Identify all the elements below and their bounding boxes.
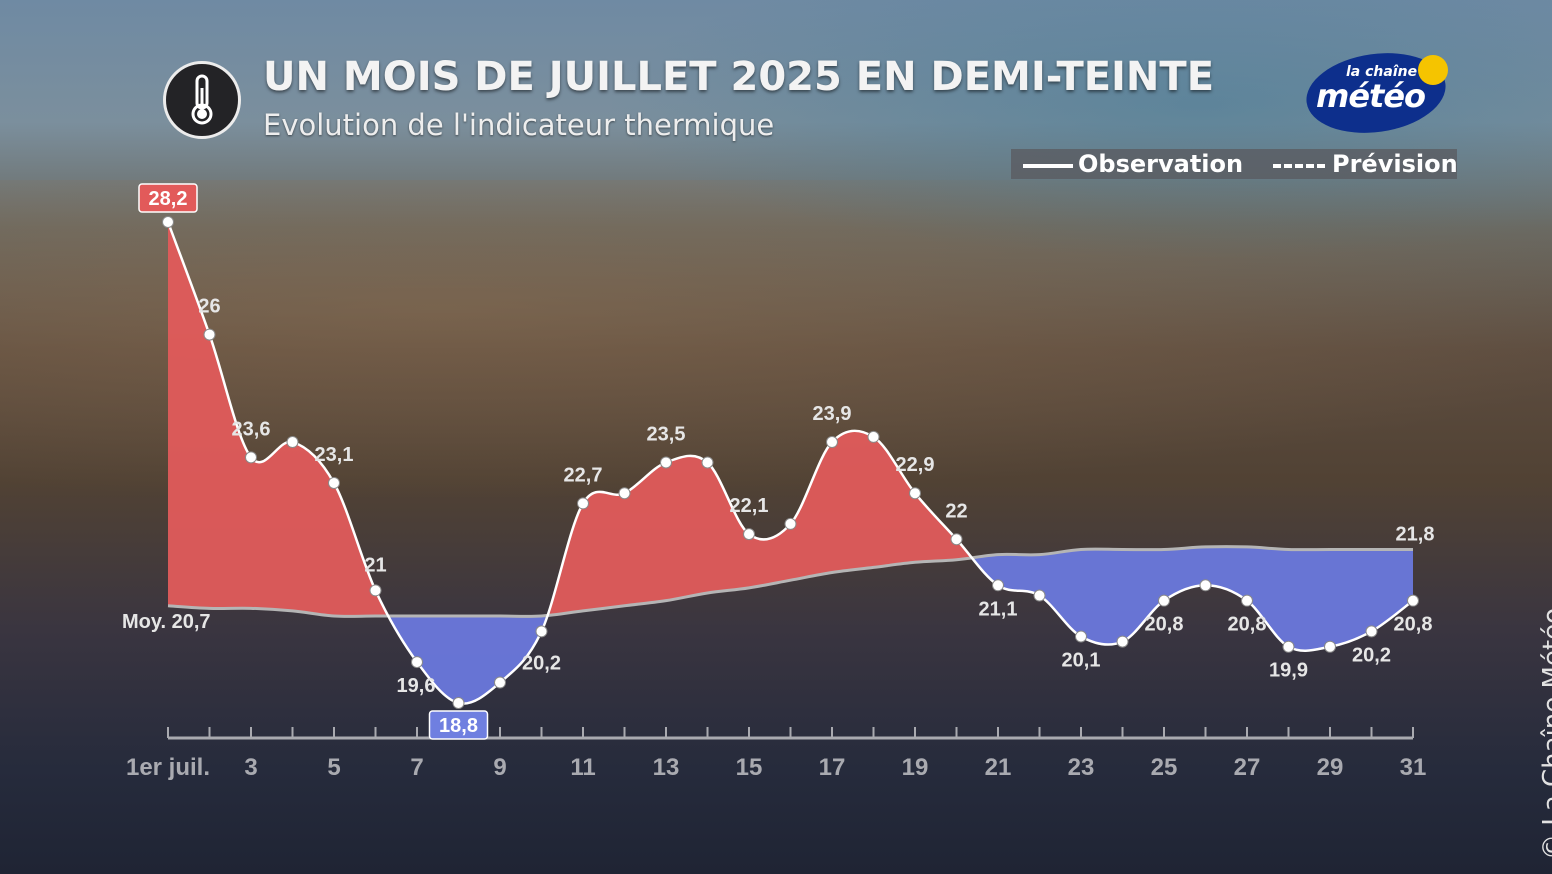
- data-point-4: [286, 436, 299, 449]
- data-label-27: 20,8: [1228, 614, 1267, 636]
- legend-observation-swatch: [1023, 164, 1073, 168]
- logo-small-text: la chaîne: [1346, 64, 1418, 80]
- data-label-15: 22,1: [730, 495, 769, 517]
- data-label-25: 20,8: [1145, 614, 1184, 636]
- data-point-10: [535, 625, 548, 638]
- data-point-6: [369, 584, 382, 597]
- legend-observation-label: Observation: [1078, 150, 1244, 178]
- data-point-18: [867, 430, 880, 443]
- data-point-13: [660, 456, 672, 469]
- thermometer-icon: [163, 61, 241, 139]
- data-point-1: [162, 216, 174, 228]
- data-point-14: [701, 456, 714, 469]
- data-point-15: [743, 528, 755, 541]
- x-tick-label: 27: [1234, 754, 1261, 781]
- min-badge: [428, 710, 489, 740]
- data-label-normal-end: 21,8: [1396, 523, 1435, 545]
- data-point-29: [1324, 640, 1336, 653]
- x-tick-label: 21: [985, 754, 1012, 781]
- data-label-21: 21,1: [979, 598, 1018, 620]
- data-point-25: [1158, 594, 1170, 607]
- logo-main-text: météo: [1316, 77, 1426, 115]
- data-point-20: [950, 533, 963, 546]
- max-badge: [138, 183, 198, 213]
- data-point-7: [411, 656, 423, 669]
- x-tick-label: 19: [902, 754, 929, 781]
- x-tick-label: 13: [653, 754, 680, 781]
- legend-prevision-swatch: [1273, 164, 1325, 168]
- x-tick-label: 25: [1151, 754, 1178, 781]
- x-tick-label: 5: [327, 754, 340, 781]
- data-label-19: 22,9: [896, 454, 935, 476]
- data-point-2: [203, 328, 216, 341]
- x-tick-label: 29: [1317, 754, 1344, 781]
- background-blur: [0, 180, 1552, 500]
- data-point-11: [577, 497, 589, 510]
- data-point-24: [1116, 635, 1129, 648]
- background-sea: [600, 0, 1552, 260]
- x-tick-label: 23: [1068, 754, 1095, 781]
- data-point-31: [1407, 594, 1419, 607]
- data-label-1: 28,2: [149, 188, 188, 210]
- data-point-9: [494, 676, 506, 689]
- data-point-8: [452, 697, 465, 709]
- series-line-normal: [167, 545, 1413, 618]
- x-tick-label: 7: [410, 754, 423, 781]
- x-tick-label: 15: [736, 754, 763, 781]
- data-point-30: [1365, 625, 1378, 638]
- data-label-11: 22,7: [564, 464, 603, 486]
- data-point-22: [1033, 589, 1046, 602]
- area-below-normal: [168, 546, 1413, 704]
- data-point-16: [784, 517, 797, 530]
- x-tick-label: 31: [1400, 754, 1427, 781]
- area-above-normal: [168, 222, 1413, 617]
- data-label-31: 20,8: [1394, 614, 1433, 636]
- x-tick-label: 3: [244, 754, 257, 781]
- data-point-27: [1241, 594, 1253, 607]
- data-label-2: 26: [198, 296, 220, 318]
- data-label-28: 19,9: [1269, 660, 1308, 682]
- x-tick-label: 17: [819, 754, 846, 781]
- data-label-8: 18,8: [439, 715, 478, 737]
- legend: Observation Prévision: [1011, 149, 1458, 179]
- x-tick-label: 1er juil.: [126, 754, 210, 781]
- data-label-10: 20,2: [522, 652, 561, 674]
- data-point-28: [1282, 640, 1295, 653]
- data-point-26: [1199, 579, 1212, 592]
- data-label-23: 20,1: [1062, 649, 1101, 671]
- data-point-12: [618, 487, 631, 500]
- data-label-20: 22: [945, 500, 967, 522]
- chart-title: UN MOIS DE JUILLET 2025 EN DEMI-TEINTE: [263, 54, 1215, 100]
- data-label-7: 19,6: [397, 675, 436, 697]
- data-point-19: [909, 487, 921, 500]
- data-point-23: [1075, 630, 1087, 643]
- x-tick-label: 9: [493, 754, 506, 781]
- x-tick-label: 11: [570, 754, 595, 781]
- data-label-13: 23,5: [647, 424, 686, 446]
- data-point-21: [992, 579, 1004, 592]
- data-label-5: 23,1: [315, 444, 354, 466]
- series-line-observation: [166, 221, 1414, 705]
- data-label-3: 23,6: [232, 418, 271, 440]
- data-label-6: 21: [364, 554, 386, 576]
- sun-icon: [1418, 55, 1448, 85]
- normal-label: Moy. 20,7: [122, 611, 211, 633]
- data-point-5: [328, 476, 340, 489]
- data-point-3: [245, 451, 257, 464]
- legend-prevision-label: Prévision: [1332, 150, 1458, 178]
- data-label-17: 23,9: [813, 403, 852, 425]
- data-label-30: 20,2: [1352, 644, 1391, 666]
- chart-subtitle: Evolution de l'indicateur thermique: [263, 108, 775, 142]
- copyright-text: © La Chaîne Météo: [1538, 607, 1552, 860]
- data-point-17: [826, 436, 838, 449]
